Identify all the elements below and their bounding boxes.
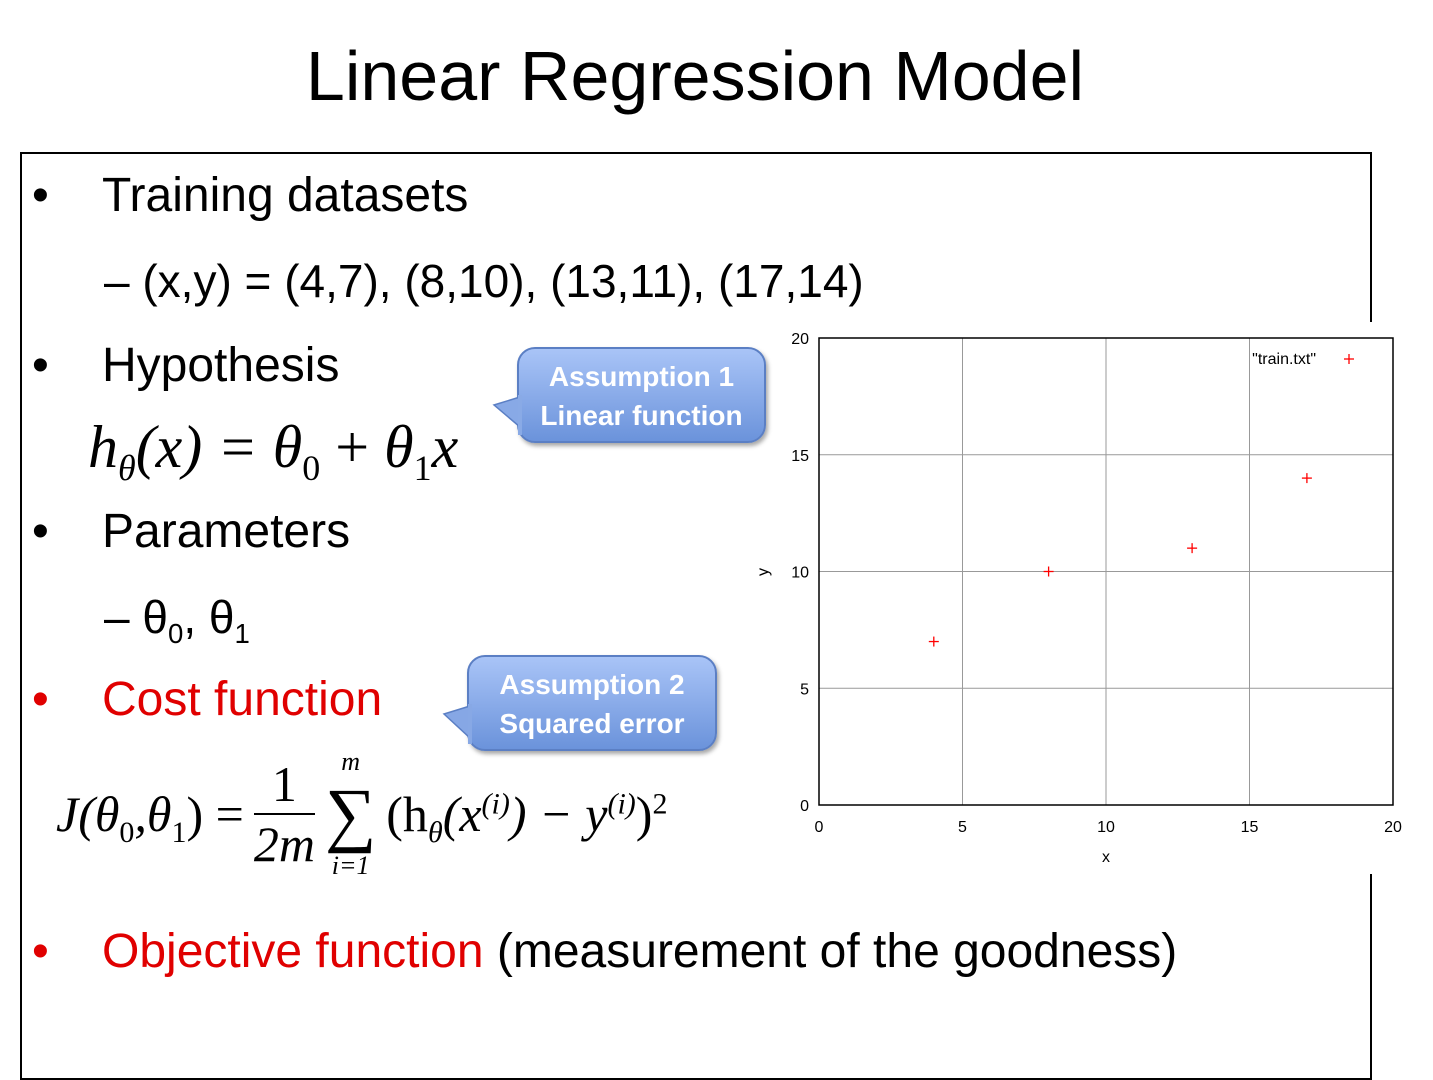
callout-line2: Squared error bbox=[499, 708, 685, 739]
plot-area-border bbox=[818, 337, 1394, 806]
f-h: h bbox=[88, 414, 118, 480]
p-t0: θ bbox=[142, 591, 168, 643]
data-point bbox=[928, 636, 939, 647]
c-b1: (h bbox=[386, 786, 428, 842]
c-sum: ∑ bbox=[324, 774, 377, 854]
callout-line1: Assumption 2 bbox=[499, 669, 685, 700]
y-tick-label: 20 bbox=[791, 331, 809, 348]
y-axis-label: y bbox=[755, 568, 772, 576]
bullet-dot: • bbox=[32, 339, 49, 392]
cost-formula: J(θ0,θ1) = 1 2m m ∑ i=1 (hθ(x(i)) − y(i)… bbox=[56, 748, 667, 880]
bullet-cost: • Cost function bbox=[32, 672, 382, 727]
hypothesis-formula: hθ(x) = θ0 + θ1x bbox=[88, 414, 459, 486]
c-s0: 0 bbox=[119, 816, 135, 849]
p-s0: 0 bbox=[167, 618, 184, 650]
x-tick-label: 15 bbox=[1241, 819, 1259, 836]
p-dash: – bbox=[104, 591, 143, 643]
data-point bbox=[1301, 473, 1312, 484]
cost-sum: m ∑ i=1 bbox=[325, 748, 376, 880]
bullet-text: Hypothesis bbox=[102, 339, 340, 392]
x-axis-label: x bbox=[1102, 849, 1110, 866]
bullet-training: • Training datasets bbox=[32, 168, 468, 223]
c-den: 2m bbox=[253, 813, 315, 869]
x-tick-label: 0 bbox=[815, 819, 824, 836]
c-upper: m bbox=[341, 747, 360, 776]
bullet-text-rest: (measurement of the goodness) bbox=[483, 925, 1178, 978]
c-b4: ) bbox=[635, 786, 653, 842]
cost-fraction: 1 2m bbox=[253, 756, 315, 869]
training-data: – (x,y) = (4,7), (8,10), (13,11), (17,14… bbox=[104, 255, 864, 307]
p-s1: 1 bbox=[234, 618, 250, 650]
parameters-list: – θ0, θ1 bbox=[104, 590, 250, 647]
f-s1: 1 bbox=[413, 448, 432, 488]
bullet-text: Parameters bbox=[102, 505, 351, 558]
frame-gap bbox=[1360, 322, 1380, 874]
bullet-text: Cost function bbox=[102, 673, 383, 726]
f-x: x bbox=[431, 414, 459, 480]
x-tick-label: 5 bbox=[958, 819, 967, 836]
callout-line2: Linear function bbox=[540, 400, 743, 431]
p-sep: , bbox=[183, 591, 209, 643]
y-tick-label: 5 bbox=[800, 681, 809, 698]
data-point bbox=[1043, 566, 1054, 577]
f-arg: (x) = bbox=[135, 414, 273, 480]
c-theta: θ bbox=[427, 816, 443, 849]
bullet-text: Objective function bbox=[102, 925, 484, 978]
bullet-objective: • Objective function (measurement of the … bbox=[32, 924, 1177, 979]
callout-assumption-2: Assumption 2 Squared error bbox=[467, 655, 717, 751]
c-supi2: (i) bbox=[607, 787, 636, 821]
c-b2: (x bbox=[442, 786, 482, 842]
p-t1: θ bbox=[208, 591, 235, 643]
c-lower: i=1 bbox=[331, 851, 370, 880]
c-b3: ) − y bbox=[509, 786, 608, 842]
c-s1: 1 bbox=[171, 816, 187, 849]
c-comma: ,θ bbox=[134, 786, 172, 842]
bullet-dot: • bbox=[32, 505, 49, 558]
f-t1: θ bbox=[384, 414, 414, 480]
data-point bbox=[1187, 543, 1198, 554]
callout-assumption-1: Assumption 1 Linear function bbox=[517, 347, 766, 443]
c-supi: (i) bbox=[481, 787, 510, 821]
y-tick-label: 0 bbox=[800, 798, 809, 815]
scatter-chart: 0 5 10 15 20 0 5 10 15 20 x y "train.txt" bbox=[755, 331, 1402, 866]
bullet-hypothesis: • Hypothesis bbox=[32, 338, 339, 393]
callout-line1: Assumption 1 bbox=[548, 361, 735, 392]
cost-formula-body: (hθ(x(i)) − y(i))2 bbox=[386, 786, 668, 848]
x-tick-label: 10 bbox=[1097, 819, 1115, 836]
bullet-text: Training datasets bbox=[102, 169, 469, 222]
slide-title: Linear Regression Model bbox=[305, 37, 1085, 115]
y-tick-label: 10 bbox=[791, 565, 809, 582]
cost-formula-lhs: J(θ0,θ1) = bbox=[56, 786, 244, 848]
legend-plus-icon bbox=[1344, 354, 1354, 364]
x-tick-label: 20 bbox=[1384, 819, 1402, 836]
c-sq: 2 bbox=[652, 787, 668, 821]
callout-tail-1 bbox=[492, 395, 522, 435]
bullet-dot: • bbox=[32, 169, 49, 222]
c-close: ) = bbox=[186, 786, 244, 842]
c-J: J bbox=[56, 786, 79, 842]
f-s0: 0 bbox=[302, 448, 321, 488]
c-args: (θ bbox=[78, 786, 120, 842]
bullet-dot: • bbox=[32, 925, 49, 978]
f-t0: θ bbox=[272, 414, 303, 480]
bullet-dot: • bbox=[32, 673, 49, 726]
c-num: 1 bbox=[271, 756, 297, 812]
f-plus: + bbox=[320, 414, 385, 480]
legend-label: "train.txt" bbox=[1252, 351, 1316, 368]
legend-marker bbox=[1344, 354, 1354, 364]
y-tick-label: 15 bbox=[791, 448, 809, 465]
callout-tail-2 bbox=[442, 704, 472, 744]
f-sub: θ bbox=[118, 448, 136, 488]
bullet-parameters: • Parameters bbox=[32, 504, 350, 559]
